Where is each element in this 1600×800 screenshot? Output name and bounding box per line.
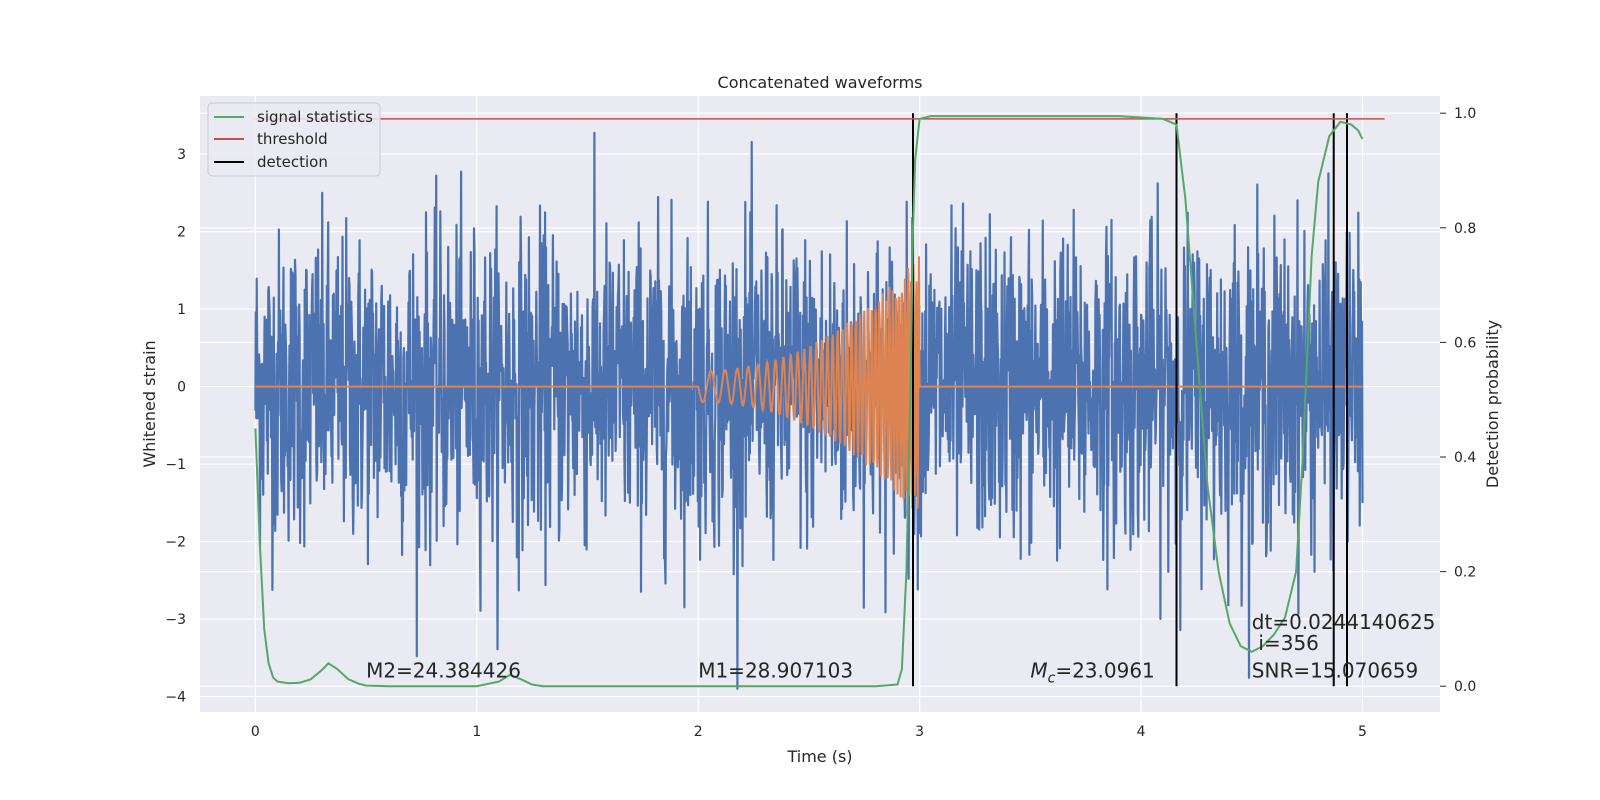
annotation-text: i=356 <box>1258 631 1319 655</box>
annotation-text: SNR=15.070659 <box>1252 659 1418 683</box>
axis-ticks: 0 1 2 3 4 5 −4 −3 −2 −1 0 1 2 3 0.0 0.2 0.4 0.6 0.8 1.0 <box>165 106 1476 740</box>
x-tick-label: 4 <box>1137 724 1146 740</box>
y-tick-label: 1 <box>177 302 186 318</box>
legend-label-threshold: threshold <box>257 130 328 148</box>
legend-box <box>207 102 381 177</box>
y2-tick-label: 0.0 <box>1454 679 1476 695</box>
x-tick-label: 5 <box>1358 724 1367 740</box>
y2-tick-label: 0.6 <box>1454 335 1476 351</box>
annotations: M2=24.384426 M1=28.907103 Mc=23.0961 dt=0.0… <box>366 610 1435 687</box>
x-tick-label: 2 <box>694 724 703 740</box>
y-axis-label: Whitened strain <box>140 340 159 467</box>
annotation-text: M2=24.384426 <box>366 659 521 683</box>
y2-tick-label: 0.2 <box>1454 565 1476 581</box>
template-series-line <box>255 256 1363 509</box>
noise-series-line <box>254 131 1364 690</box>
x-axis-label: Time (s) <box>786 747 852 766</box>
legend: signal statistics threshold detection <box>207 102 381 177</box>
y2-axis-label: Detection probability <box>1483 320 1502 488</box>
signal-statistics-series-line <box>254 115 1364 688</box>
annotation-text: dt=0.0244140625 <box>1252 610 1436 634</box>
y2-tick-label: 0.8 <box>1454 221 1476 237</box>
y-tick-label: −4 <box>165 690 186 706</box>
y-tick-label: 0 <box>177 380 186 396</box>
legend-label-signal-statistics: signal statistics <box>257 108 373 126</box>
x-tick-label: 0 <box>251 724 260 740</box>
annotation-text: M1=28.907103 <box>698 659 853 683</box>
y2-tick-label: 0.4 <box>1454 450 1476 466</box>
y-tick-label: −2 <box>165 535 186 551</box>
annotation-text: Mc=23.0961 <box>1030 659 1154 687</box>
y2-tick-label: 1.0 <box>1454 106 1476 122</box>
legend-label-detection: detection <box>257 153 328 171</box>
y-tick-label: 3 <box>177 147 186 163</box>
y-tick-label: −3 <box>165 612 186 628</box>
y-tick-label: 2 <box>177 225 186 241</box>
y-tick-label: −1 <box>165 457 186 473</box>
x-tick-label: 3 <box>915 724 924 740</box>
x-tick-label: 1 <box>472 724 481 740</box>
chart-title: Concatenated waveforms <box>718 73 923 92</box>
